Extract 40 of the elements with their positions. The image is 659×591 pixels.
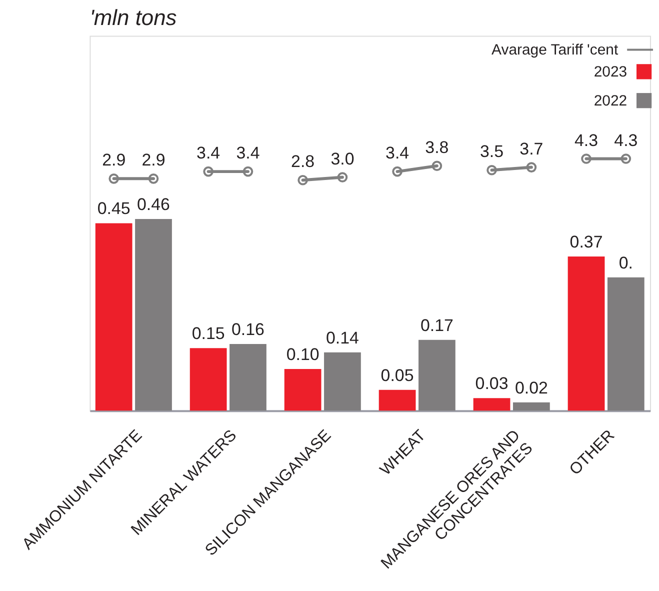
bar [284,368,322,411]
data-label: 2.8 [291,152,315,172]
data-label: 0.37 [570,232,603,252]
data-label: 2.9 [142,150,166,170]
bar [568,256,605,411]
data-label: 3.8 [425,138,449,157]
legend-label: Avarage Tariff 'cent [492,42,619,59]
data-label: 0.15 [192,324,225,344]
bar [378,390,416,411]
bar [190,348,227,411]
bar [607,277,644,411]
data-label: 3.4 [236,144,260,163]
data-label: 0.16 [231,320,264,340]
data-label: 0.03 [475,374,508,394]
bar [95,223,132,411]
legend-label: 2022 [594,92,628,110]
data-label: 2.9 [102,150,126,170]
data-label: 0.46 [137,195,170,214]
data-label: 0.17 [420,316,454,335]
data-label: 4.3 [614,130,638,150]
bar [230,344,266,411]
data-label: 0.05 [380,366,414,385]
data-label: 3.4 [386,144,410,163]
bar [135,219,172,411]
data-label: 0.14 [326,328,359,348]
bar [418,340,456,411]
chart-title: 'mln tons [90,4,177,30]
data-label: 3.5 [480,142,504,162]
data-label: 0.02 [514,378,548,398]
bar [324,352,361,411]
data-label: 0.45 [97,199,130,218]
data-label: 3.4 [196,144,220,163]
data-label: 3.7 [520,139,544,158]
data-label: 0. [618,253,633,272]
data-label: 3.0 [330,149,354,168]
legend-label: 2023 [594,64,628,81]
bar [473,398,510,411]
data-label: 0.10 [286,345,320,364]
data-label: 4.3 [574,130,598,150]
bar [512,402,550,411]
